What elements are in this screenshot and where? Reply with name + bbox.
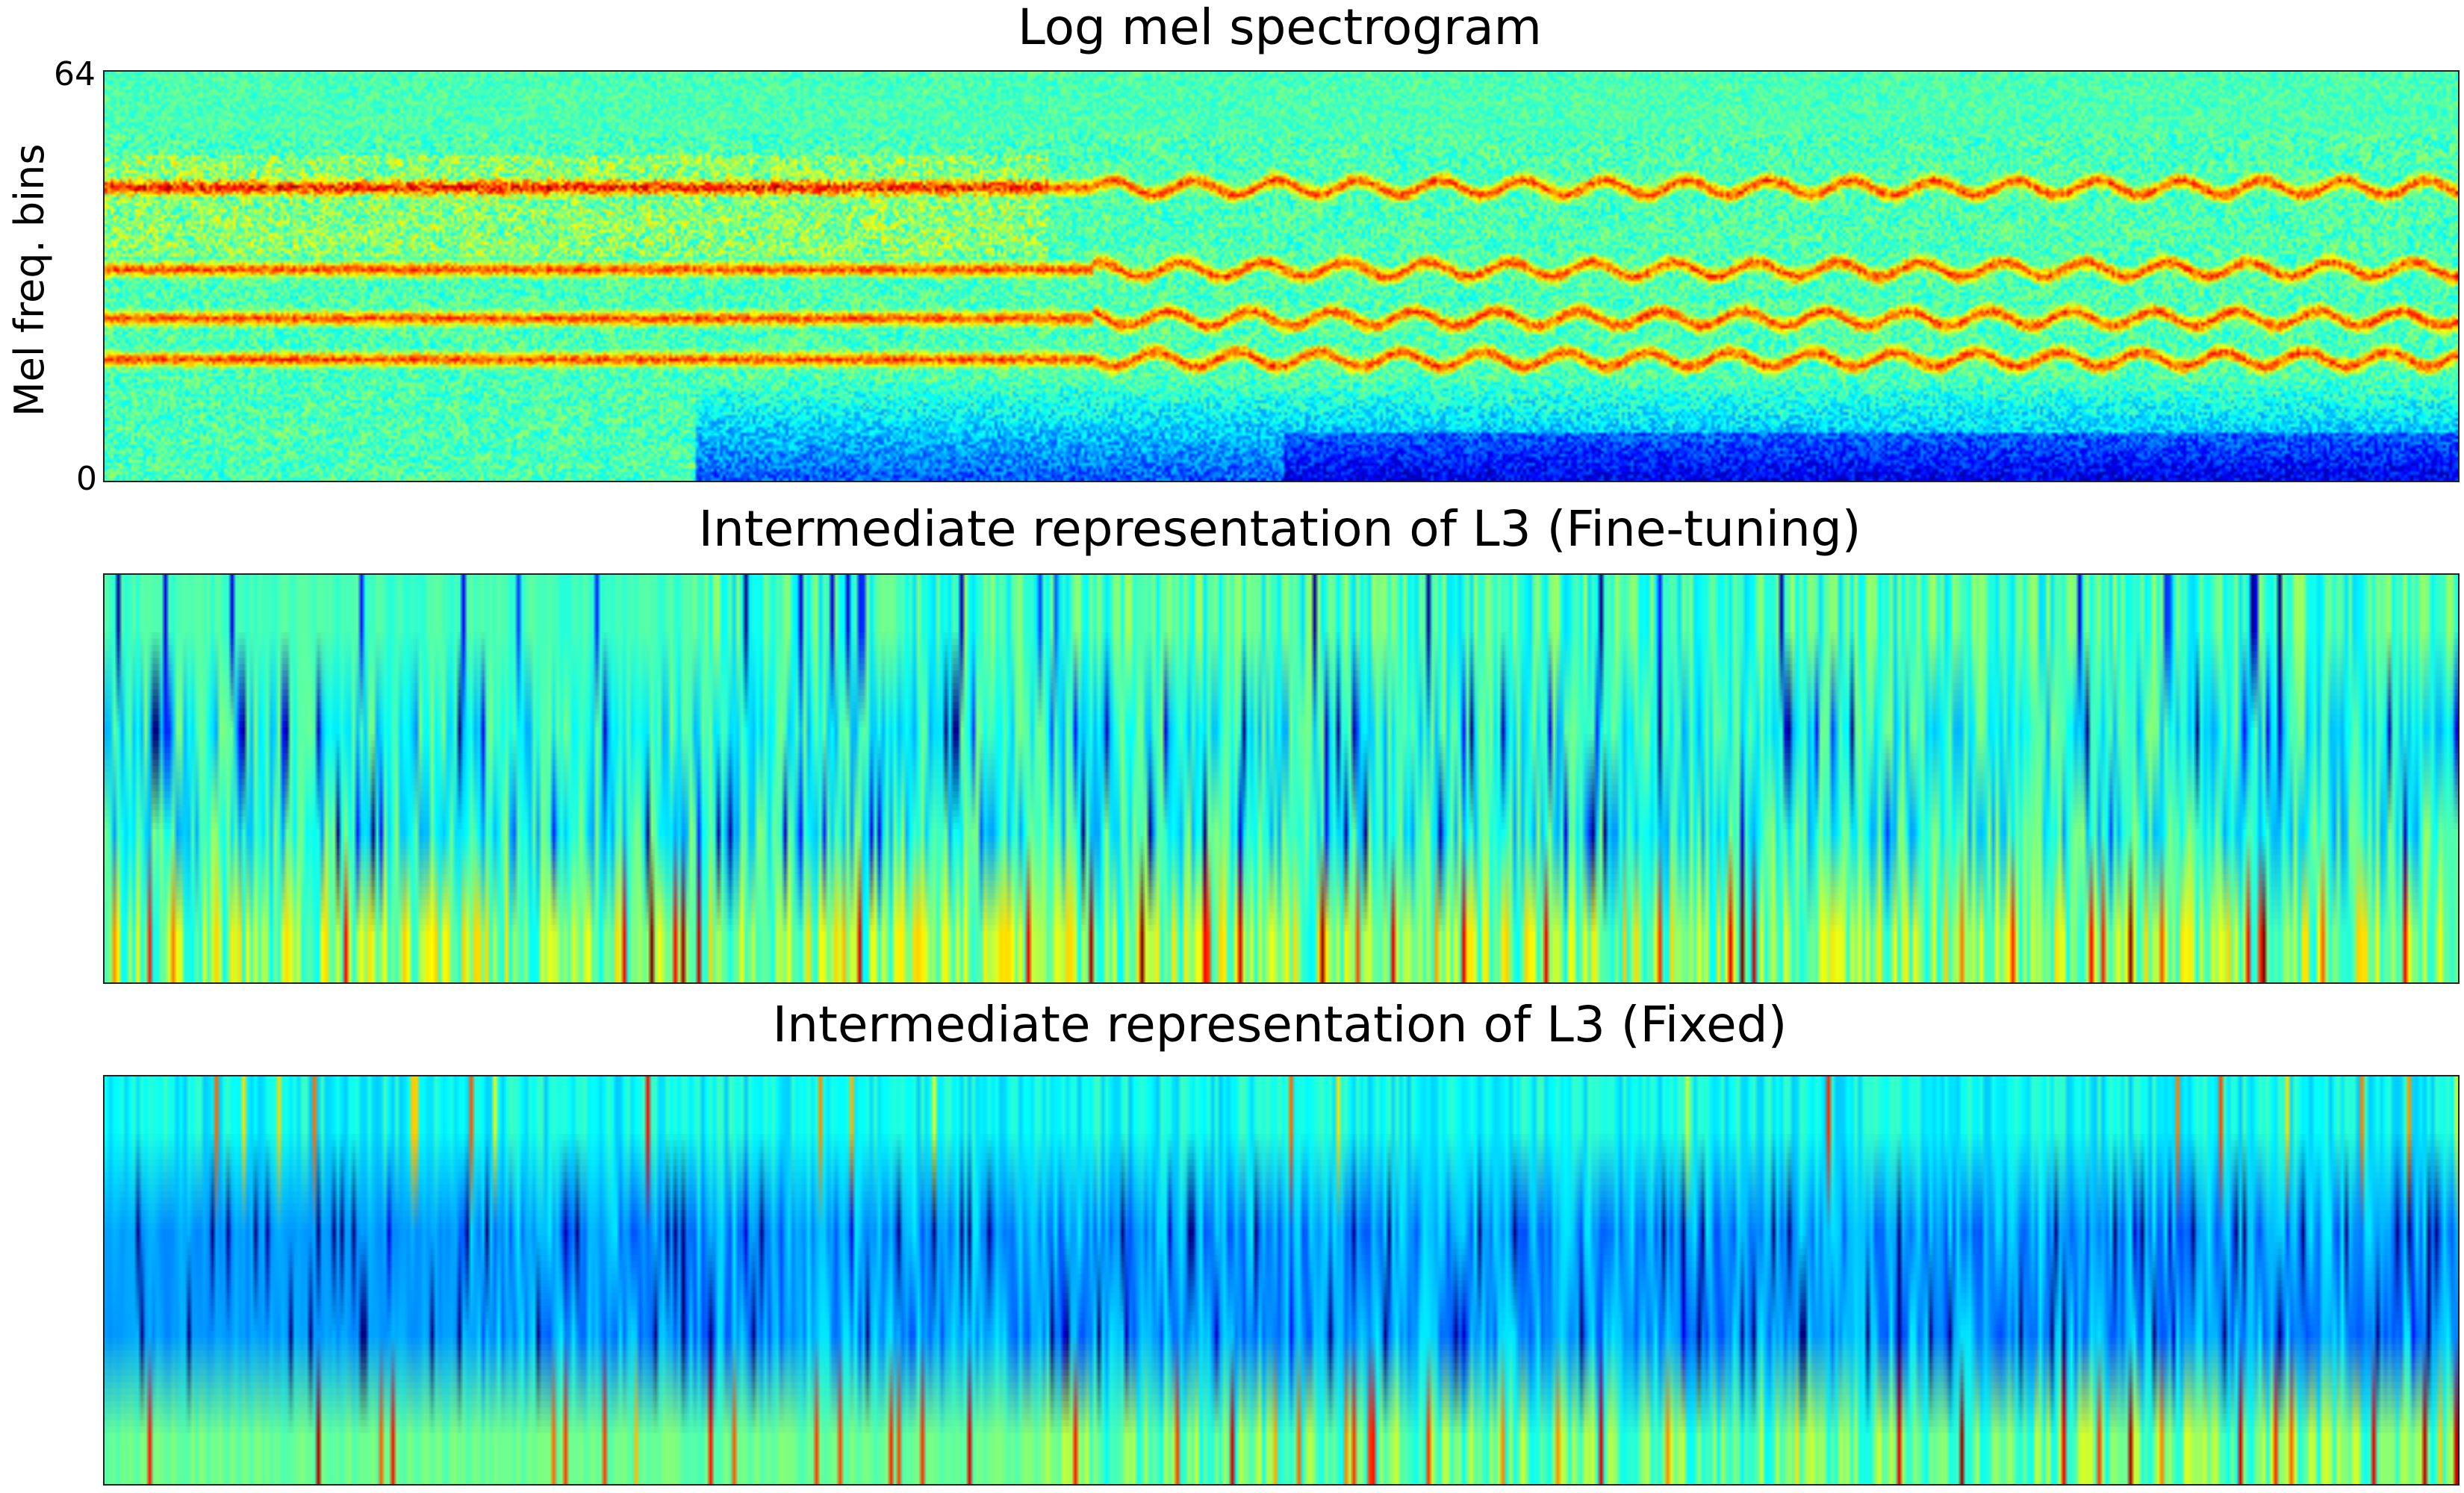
spectrogram-y-axis-label: Mel freq. bins xyxy=(6,143,53,417)
spectrogram-heatmap xyxy=(103,70,2460,482)
finetuning-canvas xyxy=(105,575,2458,982)
fixed-title: Intermediate representation of L3 (Fixed… xyxy=(772,996,1788,1053)
fixed-heatmap xyxy=(103,1075,2460,1486)
spectrogram-canvas xyxy=(105,72,2458,481)
fixed-canvas xyxy=(105,1076,2458,1484)
finetuning-heatmap xyxy=(103,573,2460,984)
y-tick-top: 64 xyxy=(54,55,96,93)
y-tick-bottom: 0 xyxy=(76,460,97,498)
spectrogram-title: Log mel spectrogram xyxy=(1018,0,1542,56)
finetuning-title: Intermediate representation of L3 (Fine-… xyxy=(698,500,1861,558)
